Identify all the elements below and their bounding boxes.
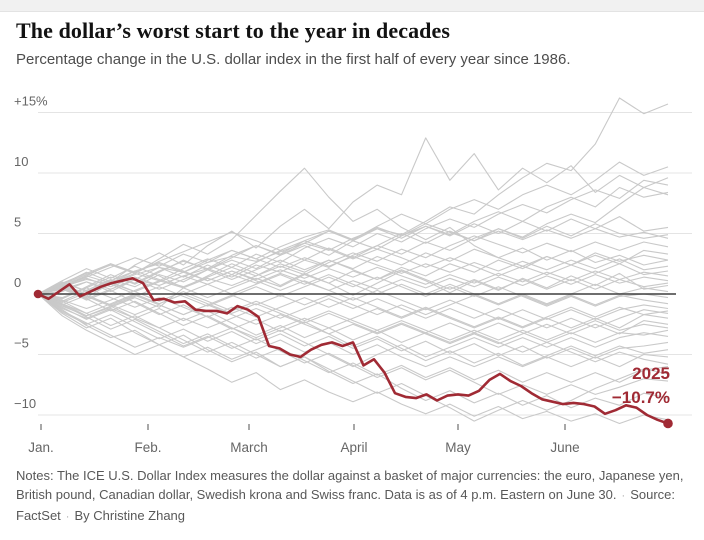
end-dot	[663, 418, 673, 429]
history-line-1998	[37, 266, 669, 304]
history-line-2024	[37, 223, 669, 295]
history-line-2021	[37, 281, 669, 341]
page-title: The dollar’s worst start to the year in …	[16, 18, 451, 43]
y-tick-label: 10	[14, 154, 28, 169]
chart-subtitle: Percentage change in the U.S. dollar ind…	[16, 51, 571, 68]
y-tick-label: −5	[14, 336, 29, 351]
history-line-1993	[37, 235, 669, 310]
top-divider	[0, 0, 704, 12]
history-line-2013	[37, 293, 669, 383]
history-line-2017	[37, 293, 669, 425]
history-line-2002	[37, 276, 669, 307]
history-line-2020	[37, 167, 669, 295]
notes-text: Notes: The ICE U.S. Dollar Index measure…	[16, 468, 684, 502]
chart-notes: Notes: The ICE U.S. Dollar Index measure…	[16, 466, 692, 527]
y-tick-label: +15%	[14, 94, 48, 109]
history-line-2022	[37, 216, 669, 300]
highlight-line-2025	[36, 276, 670, 425]
annotation-year: 2025	[632, 364, 670, 383]
byline: By Christine Zhang	[74, 508, 186, 523]
y-tick-label: −10	[14, 396, 36, 411]
x-tick-label: April	[340, 440, 367, 455]
source-credit: Source: FactSet	[16, 487, 675, 523]
separator-dot: ·	[65, 511, 70, 523]
history-line-1996	[37, 249, 669, 295]
history-line-2015	[37, 293, 669, 395]
history-line-2019	[37, 287, 669, 328]
history-line-2003	[37, 293, 669, 316]
separator-dot: ·	[621, 490, 626, 502]
start-dot	[33, 289, 43, 299]
history-line-1991	[37, 186, 669, 295]
history-line-2010	[37, 293, 669, 359]
history-line-2012	[37, 293, 669, 368]
x-tick-label: Feb.	[134, 440, 161, 455]
history-line-2023	[37, 283, 669, 365]
history-line-2009	[37, 286, 669, 368]
x-tick-label: Jan.	[28, 440, 54, 455]
x-tick-label: May	[445, 440, 471, 455]
x-tick-label: June	[550, 440, 579, 455]
history-line-2008	[37, 293, 669, 343]
history-line-2007	[37, 284, 669, 345]
x-tick-label: March	[230, 440, 268, 455]
history-line-2005	[37, 293, 669, 329]
history-line-1995	[37, 252, 669, 317]
annotation-value: −10.7%	[612, 388, 670, 407]
y-tick-label: 5	[14, 215, 21, 230]
y-tick-label: 0	[14, 275, 21, 290]
history-line-2006	[37, 293, 669, 348]
history-line-1986	[37, 97, 669, 295]
